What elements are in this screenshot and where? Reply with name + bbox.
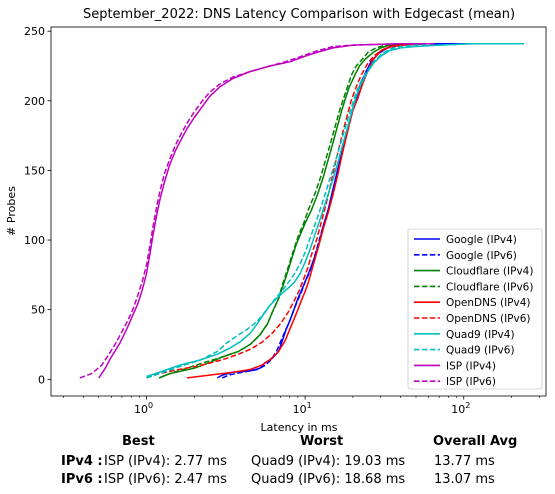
- series-line-isp-ipv6: [79, 42, 416, 379]
- summary-header-best: Best: [122, 434, 155, 449]
- summary-row-ipv4-avg: 13.77 ms: [434, 454, 495, 469]
- legend-label-cloudflare-ipv4: Cloudflare (IPv4): [446, 266, 533, 278]
- summary-row-ipv4-label: IPv4 :: [61, 454, 103, 469]
- y-tick-label: 200: [24, 95, 45, 108]
- summary-row-ipv6-best: ISP (IPv6): 2.47 ms: [104, 472, 227, 487]
- series-line-cloudflare-ipv6: [158, 42, 429, 379]
- y-tick-label: 50: [31, 304, 45, 317]
- legend-label-opendns-ipv4: OpenDNS (IPv4): [446, 297, 531, 309]
- summary-row-ipv6-worst: Quad9 (IPv6): 18.68 ms: [251, 472, 406, 487]
- summary-row-ipv6-label: IPv6 :: [61, 472, 103, 487]
- chart-title: September_2022: DNS Latency Comparison w…: [83, 7, 515, 22]
- series-line-quad9-ipv4: [146, 42, 525, 378]
- summary-row-ipv4-best: ISP (IPv4): 2.77 ms: [104, 454, 227, 469]
- legend-label-isp-ipv6: ISP (IPv6): [446, 376, 496, 388]
- plot-frame: [50, 26, 547, 397]
- x-axis-label: Latency in ms: [261, 421, 338, 434]
- y-tick-label: 250: [24, 25, 45, 38]
- series-line-isp-ipv4: [98, 42, 435, 379]
- y-tick-label: 0: [38, 373, 45, 386]
- summary-row-ipv6-avg: 13.07 ms: [434, 472, 495, 487]
- y-tick-label: 100: [24, 234, 45, 247]
- legend-label-opendns-ipv6: OpenDNS (IPv6): [446, 313, 531, 325]
- series-line-opendns-ipv6: [146, 42, 417, 379]
- y-axis-label: # Probes: [5, 186, 18, 236]
- summary-header-avg: Overall Avg: [433, 434, 518, 449]
- series-line-quad9-ipv6: [146, 42, 515, 379]
- legend-label-isp-ipv4: ISP (IPv4): [446, 360, 496, 372]
- legend-label-cloudflare-ipv6: Cloudflare (IPv6): [446, 281, 533, 293]
- y-tick-label: 150: [24, 164, 45, 177]
- legend-label-quad9-ipv6: Quad9 (IPv6): [446, 345, 515, 357]
- legend-label-quad9-ipv4: Quad9 (IPv4): [446, 329, 515, 341]
- legend-label-google-ipv4: Google (IPv4): [446, 234, 517, 246]
- legend-label-google-ipv6: Google (IPv6): [446, 250, 517, 262]
- legend-box: [407, 228, 543, 390]
- summary-header-worst: Worst: [300, 434, 344, 449]
- summary-row-ipv4-worst: Quad9 (IPv4): 19.03 ms: [251, 454, 406, 469]
